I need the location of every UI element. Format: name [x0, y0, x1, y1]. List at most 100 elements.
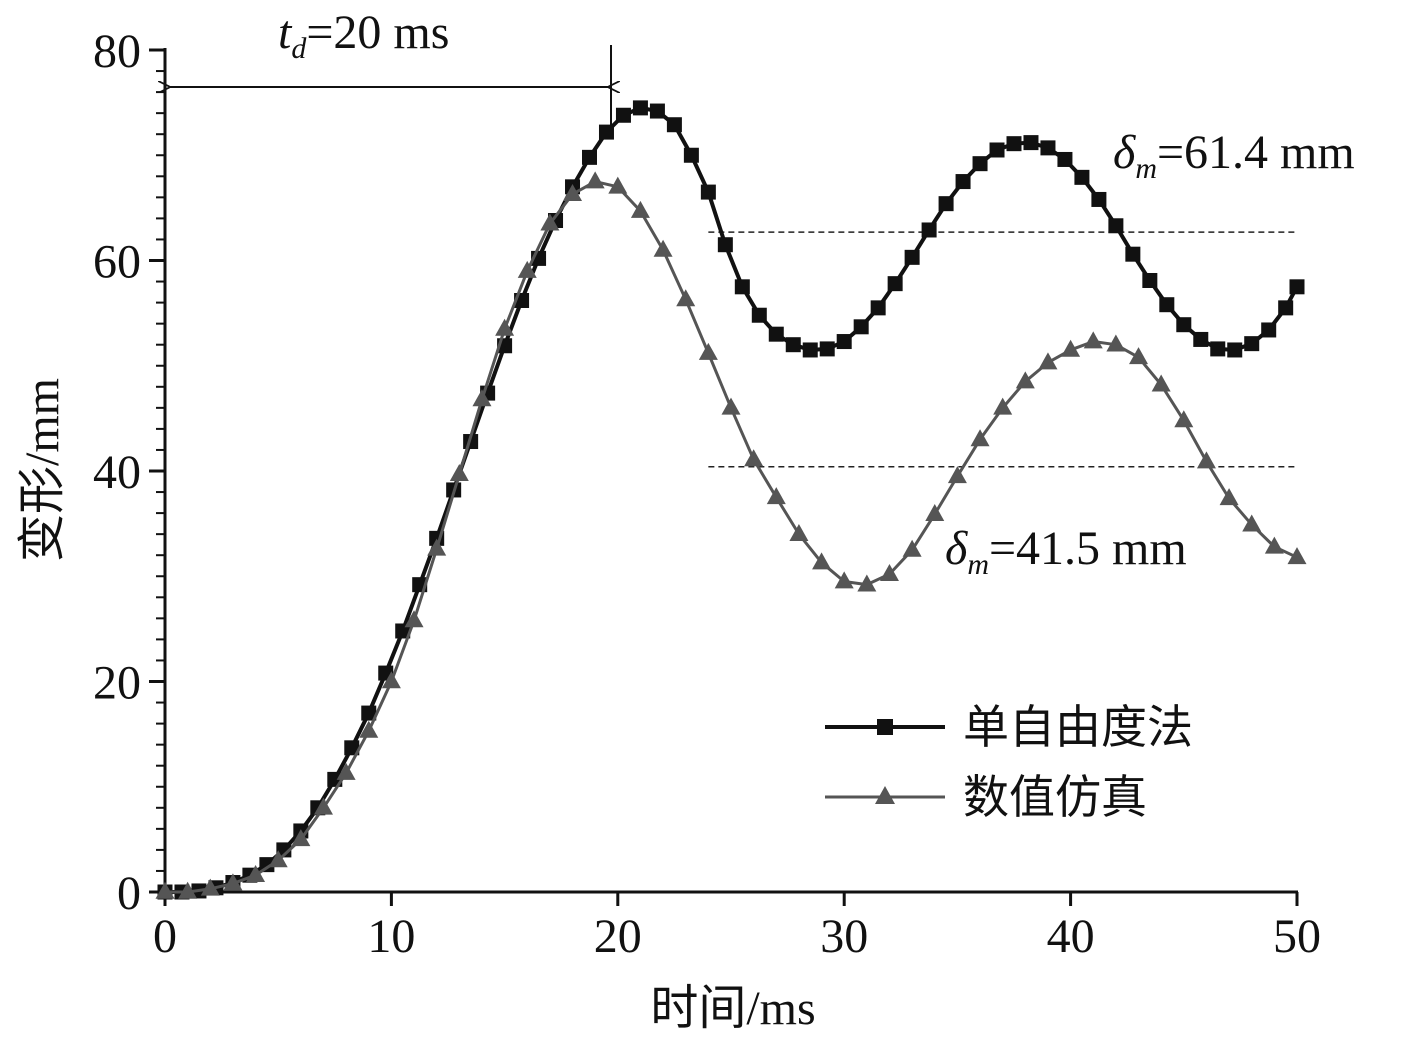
data-point — [721, 397, 741, 415]
x-tick-label: 40 — [1047, 910, 1095, 963]
annotation-text: =20 ms — [306, 6, 449, 59]
x-tick-label: 50 — [1273, 910, 1321, 963]
data-point — [598, 124, 614, 140]
data-point — [344, 740, 360, 756]
data-point — [1125, 246, 1141, 262]
data-point — [1244, 336, 1260, 352]
data-point — [698, 342, 718, 360]
data-point — [1176, 317, 1192, 333]
data-point — [972, 156, 988, 172]
data-point — [1006, 136, 1022, 152]
data-point — [361, 705, 377, 721]
y-axis-title: 变形/mm — [16, 378, 69, 562]
data-point — [989, 142, 1005, 158]
data-point — [938, 196, 954, 212]
data-point — [1083, 331, 1103, 349]
annotation-subscript: m — [967, 548, 989, 581]
data-point — [902, 539, 922, 557]
annotation-subscript: m — [1135, 152, 1157, 185]
data-point — [834, 571, 854, 589]
data-point — [666, 117, 682, 133]
x-axis-title: 时间/ms — [650, 982, 815, 1035]
data-point — [819, 341, 835, 357]
data-point — [582, 149, 597, 165]
annotation-symbol: δ — [945, 522, 968, 575]
x-tick-label: 20 — [594, 910, 642, 963]
data-point — [1193, 331, 1209, 347]
data-point — [1227, 342, 1243, 358]
data-point — [1210, 341, 1226, 357]
data-point — [517, 260, 537, 278]
x-tick-label: 30 — [820, 910, 868, 963]
data-point — [1057, 151, 1073, 167]
data-point — [1015, 371, 1035, 389]
data-point — [178, 881, 198, 899]
annotation: δm=41.5 mm — [945, 522, 1187, 581]
data-point — [155, 881, 175, 899]
data-point — [1242, 514, 1262, 532]
x-tick-label: 10 — [367, 910, 415, 963]
data-point — [1261, 322, 1277, 338]
y-tick-label: 40 — [93, 446, 141, 499]
data-point — [1196, 451, 1216, 469]
data-point — [717, 237, 733, 253]
data-point — [1142, 272, 1158, 288]
data-point — [1174, 410, 1194, 428]
data-point — [1289, 279, 1305, 295]
data-point — [1287, 547, 1307, 565]
data-point — [585, 171, 605, 189]
data-point — [246, 864, 266, 882]
data-point — [955, 174, 971, 190]
legend-label: 数值仿真 — [963, 772, 1147, 823]
data-point — [653, 239, 673, 257]
annotation: δm=61.4 mm — [1113, 126, 1355, 185]
data-point — [789, 523, 809, 541]
data-point — [313, 797, 333, 815]
data-point — [683, 147, 699, 163]
data-point — [472, 389, 492, 407]
data-point — [404, 610, 424, 628]
data-point — [1040, 140, 1056, 156]
legend-label: 单自由度法 — [963, 702, 1193, 753]
data-point — [993, 397, 1013, 415]
data-point — [766, 487, 786, 505]
data-point — [1061, 339, 1081, 357]
data-point — [676, 289, 696, 307]
data-point — [615, 107, 631, 123]
annotation-symbol: δ — [1113, 126, 1136, 179]
data-point — [751, 307, 767, 323]
data-point — [1159, 297, 1175, 313]
data-point — [734, 279, 750, 295]
data-point — [1091, 191, 1107, 207]
data-point — [1038, 352, 1058, 370]
data-point — [540, 213, 560, 231]
data-point — [1106, 334, 1126, 352]
annotation: td=20 ms — [278, 6, 449, 65]
data-point — [925, 503, 945, 521]
data-point — [904, 249, 920, 265]
annotation-symbol: t — [278, 6, 293, 59]
annotation-subscript: d — [291, 32, 307, 65]
data-point — [632, 100, 648, 116]
data-point — [427, 538, 447, 556]
data-point — [1074, 169, 1090, 185]
data-point — [259, 857, 275, 873]
data-point — [449, 463, 469, 481]
data-point — [381, 671, 401, 689]
data-point — [802, 342, 818, 358]
data-point — [200, 878, 220, 896]
data-point — [970, 429, 990, 447]
data-point — [785, 337, 801, 353]
data-point — [608, 176, 628, 194]
data-point — [947, 466, 967, 484]
data-point — [1278, 300, 1294, 316]
data-point — [870, 300, 886, 316]
data-point — [1151, 374, 1171, 392]
x-tick-label: 0 — [153, 910, 177, 963]
annotation-text: =61.4 mm — [1157, 126, 1355, 179]
data-point — [857, 574, 877, 592]
data-point — [921, 222, 937, 238]
data-point — [223, 873, 243, 891]
